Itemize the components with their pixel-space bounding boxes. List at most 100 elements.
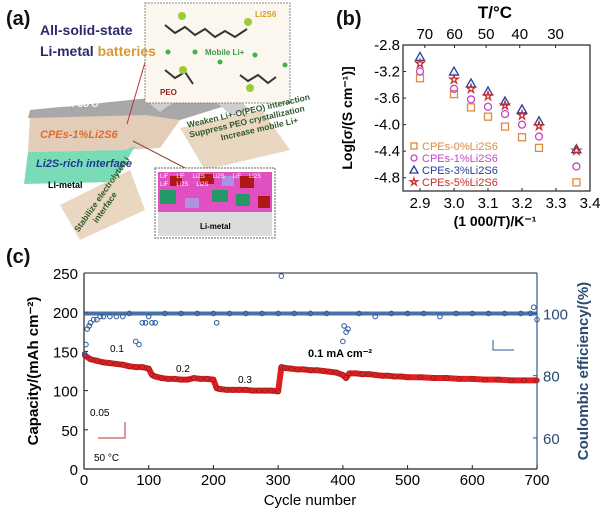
capacity-point <box>359 371 365 377</box>
callout-line-bottom <box>132 140 186 169</box>
circle-marker <box>449 84 459 93</box>
plot-frame <box>402 44 591 192</box>
grain-label: LiF <box>160 182 169 188</box>
y-right-axis-label: Coulombic efficiency/(%) <box>575 282 592 460</box>
x-tick-label: 3.2 <box>512 195 533 212</box>
efficiency-point <box>345 326 351 332</box>
annotation: 50 °C <box>94 453 119 464</box>
interface-layer <box>24 146 135 184</box>
capacity-point <box>327 369 333 375</box>
star-marker <box>570 143 583 156</box>
annotation: 0.3 <box>238 375 252 386</box>
top-tick-label: 40 <box>511 26 528 43</box>
square-marker <box>534 143 544 153</box>
square-marker <box>415 74 425 83</box>
annotation: 0.1 <box>110 344 124 355</box>
star-marker <box>408 175 420 188</box>
substrate-label: Li-metal <box>200 222 231 231</box>
efficiency-point <box>530 304 537 311</box>
capacity-point <box>288 365 294 372</box>
top-tick-label: 50 <box>478 26 495 43</box>
efficiency-point <box>149 319 155 326</box>
circle-marker <box>572 162 581 171</box>
grain-label: Li2S <box>196 182 209 188</box>
capacity-point <box>165 376 171 382</box>
capacity-point <box>217 386 223 392</box>
capacity-point <box>340 372 346 378</box>
capacity-point <box>87 356 94 362</box>
capacity-point <box>391 373 398 380</box>
capacity-point <box>223 387 230 393</box>
capacity-point <box>495 376 501 383</box>
li2s6-label: Li2S6 <box>255 10 277 19</box>
capacity-point <box>191 375 197 381</box>
capacity-point <box>171 376 178 382</box>
square-marker <box>572 178 581 187</box>
grain-label: Li2S <box>192 174 205 180</box>
mobile-li-label: Mobile Li+ <box>205 48 245 57</box>
capacity-point <box>320 368 327 374</box>
y-tick-label: 150 <box>53 344 78 361</box>
capacity-point <box>275 388 281 395</box>
y-right-tick-label: 60 <box>543 431 560 448</box>
anode-label: Li-metal <box>48 180 83 190</box>
y-tick-label: -3.6 <box>374 90 400 107</box>
capacity-point <box>204 376 210 382</box>
left-arrow-icon <box>98 422 126 439</box>
capacity-point <box>210 376 217 383</box>
triangle-marker <box>465 77 477 88</box>
panel-a-label: (a) <box>6 8 31 30</box>
x-tick-label: 500 <box>395 472 420 489</box>
capacity-point <box>243 387 249 393</box>
capacity-point <box>100 359 107 366</box>
capacity-point <box>404 374 411 380</box>
capacity-point <box>152 373 158 380</box>
y-tick-label: -4.8 <box>374 170 400 187</box>
grain-label: LiF <box>232 174 242 180</box>
circle-marker <box>410 154 418 162</box>
capacity-point <box>521 377 527 384</box>
capacity-point <box>307 367 314 373</box>
y-tick-label: -2.8 <box>374 37 400 54</box>
legend-label: CPEs-0%Li2S6 <box>422 141 498 153</box>
capacity-point <box>197 376 204 382</box>
electrolyte-layer-side <box>125 115 180 150</box>
capacity-point <box>230 387 236 393</box>
star-marker <box>532 119 546 132</box>
y-tick-label: 50 <box>61 423 78 440</box>
cycling-chart: 0 100 200 300 400 500 600 700 0 50 100 150 200 250 60 8… <box>25 266 592 509</box>
star-marker <box>413 56 427 69</box>
electrolyte-layer <box>28 115 145 152</box>
capacity-point <box>333 369 340 376</box>
sei-grains <box>158 172 272 212</box>
circle-marker <box>483 102 493 111</box>
annotation: 0.2 <box>176 364 190 375</box>
legend-label: CPEs-5%Li2S6 <box>422 177 498 189</box>
capacity-point <box>430 375 437 381</box>
square-marker <box>410 142 418 150</box>
x-tick-label: 2.9 <box>410 195 431 212</box>
note-left-card <box>60 170 145 240</box>
capacity-point <box>294 366 301 373</box>
capacity-point <box>508 377 514 384</box>
x-tick-label: 300 <box>266 472 291 489</box>
li-ions <box>165 49 288 68</box>
y-tick-label: 100 <box>53 384 78 401</box>
capacity-point <box>372 372 378 378</box>
capacity-point <box>301 366 307 373</box>
efficiency-point <box>213 319 220 326</box>
x-tick-label: 3.3 <box>546 195 567 212</box>
efficiency-point <box>86 323 92 329</box>
legend-label: CPEs-3%Li2S6 <box>422 165 498 177</box>
capacity-point <box>385 373 391 379</box>
capacity-point <box>314 367 320 373</box>
top-tick-label: 30 <box>547 26 564 43</box>
panel-a-title-line1: All-solid-state <box>40 22 133 38</box>
circle-marker <box>415 67 425 76</box>
capacity-point <box>268 387 275 394</box>
efficiency-point <box>139 319 146 326</box>
capacity-point <box>398 373 404 380</box>
triangle-marker <box>533 115 545 126</box>
note-right-card <box>180 110 290 170</box>
